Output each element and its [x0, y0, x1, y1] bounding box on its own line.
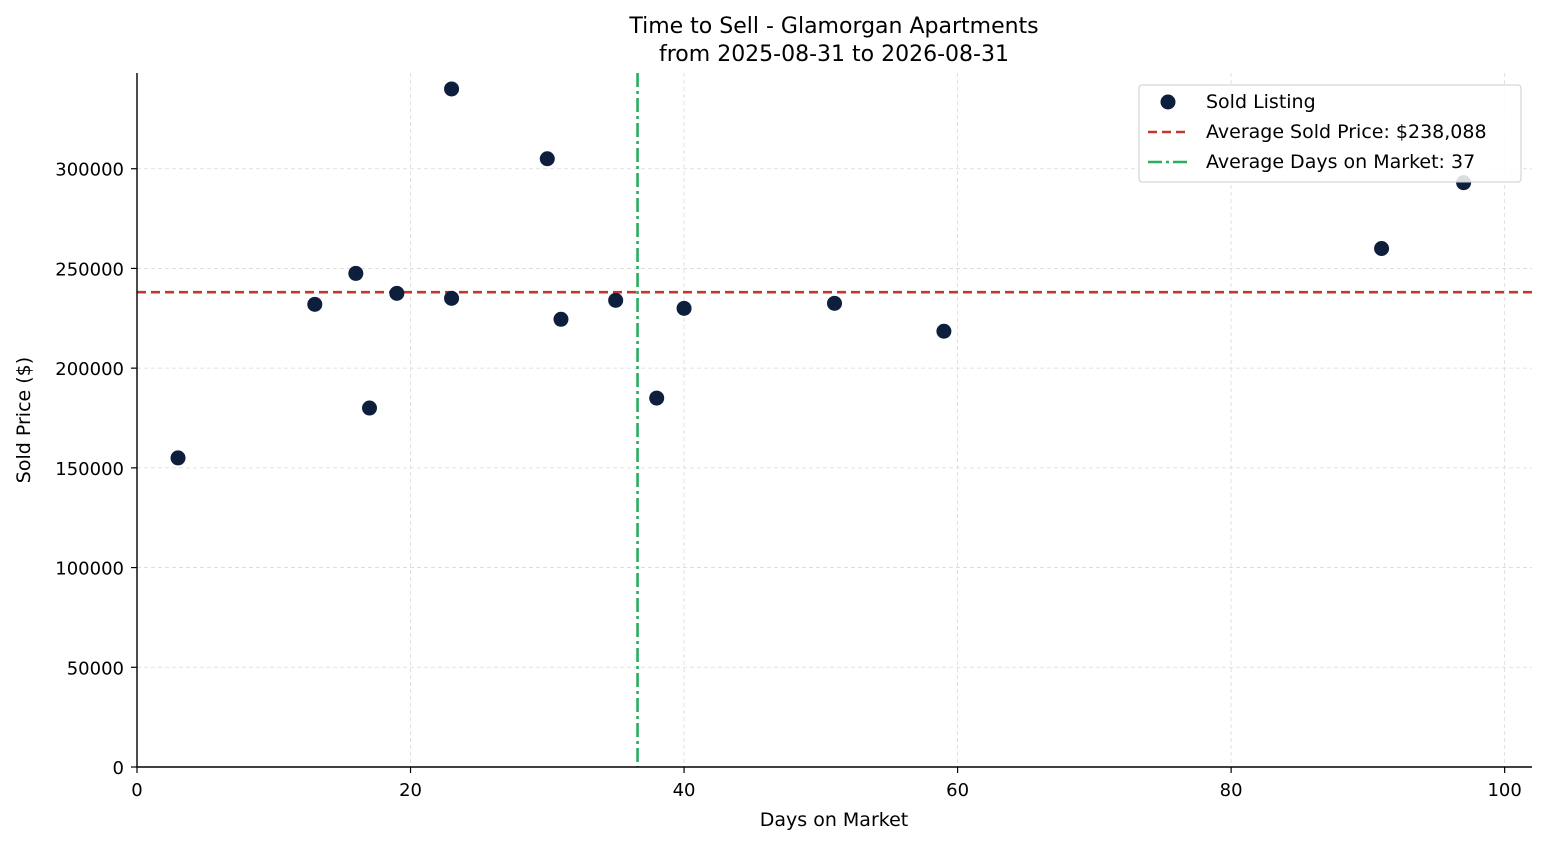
y-tick-label: 150000 — [55, 459, 124, 480]
data-point — [444, 290, 460, 306]
legend: Sold Listing Average Sold Price: $238,08… — [1138, 84, 1522, 183]
y-tick-label: 300000 — [55, 160, 124, 181]
chart-subtitle: from 2025-08-31 to 2026-08-31 — [659, 42, 1009, 67]
data-point — [539, 151, 555, 167]
x-tick-label: 80 — [1220, 780, 1243, 801]
data-point — [827, 295, 842, 311]
data-point — [444, 81, 460, 97]
x-axis-label: Days on Market — [760, 809, 908, 831]
y-tick-label: 50000 — [67, 658, 124, 679]
axes — [136, 73, 1532, 768]
data-point — [553, 311, 569, 327]
legend-box — [1138, 84, 1522, 183]
data-point — [389, 285, 405, 301]
data-point — [649, 390, 665, 406]
data-point — [170, 450, 186, 466]
x-tick-label: 0 — [131, 780, 142, 801]
chart-title: Time to Sell - Glamorgan Apartments — [628, 14, 1038, 39]
x-tick-label: 100 — [1487, 780, 1521, 801]
y-ticks: 0 50000 100000 150000 200000 250000 300000 — [55, 160, 137, 779]
y-tick-label: 200000 — [55, 359, 124, 380]
legend-label-average-days: Average Days on Market: 37 — [1206, 151, 1475, 173]
data-point — [936, 323, 952, 339]
x-tick-label: 20 — [399, 780, 422, 801]
x-ticks: 0 20 40 60 80 100 — [131, 767, 1522, 801]
y-tick-label: 0 — [113, 758, 124, 779]
y-axis-label: Sold Price ($) — [13, 357, 35, 483]
y-tick-label: 100000 — [55, 559, 124, 580]
y-tick-label: 250000 — [55, 259, 124, 280]
x-tick-label: 40 — [673, 780, 696, 801]
data-point — [608, 292, 624, 308]
data-point — [1374, 240, 1390, 256]
data-point — [348, 265, 364, 281]
legend-label-sold-listing: Sold Listing — [1206, 91, 1316, 113]
data-points — [170, 81, 1472, 466]
x-tick-label: 60 — [946, 780, 969, 801]
reference-lines — [137, 73, 1532, 767]
legend-marker-sold-listing — [1160, 94, 1176, 110]
grid-lines — [137, 73, 1532, 767]
data-point — [307, 296, 323, 312]
data-point — [362, 400, 377, 416]
legend-label-average-price: Average Sold Price: $238,088 — [1206, 121, 1487, 143]
data-point — [676, 300, 692, 316]
